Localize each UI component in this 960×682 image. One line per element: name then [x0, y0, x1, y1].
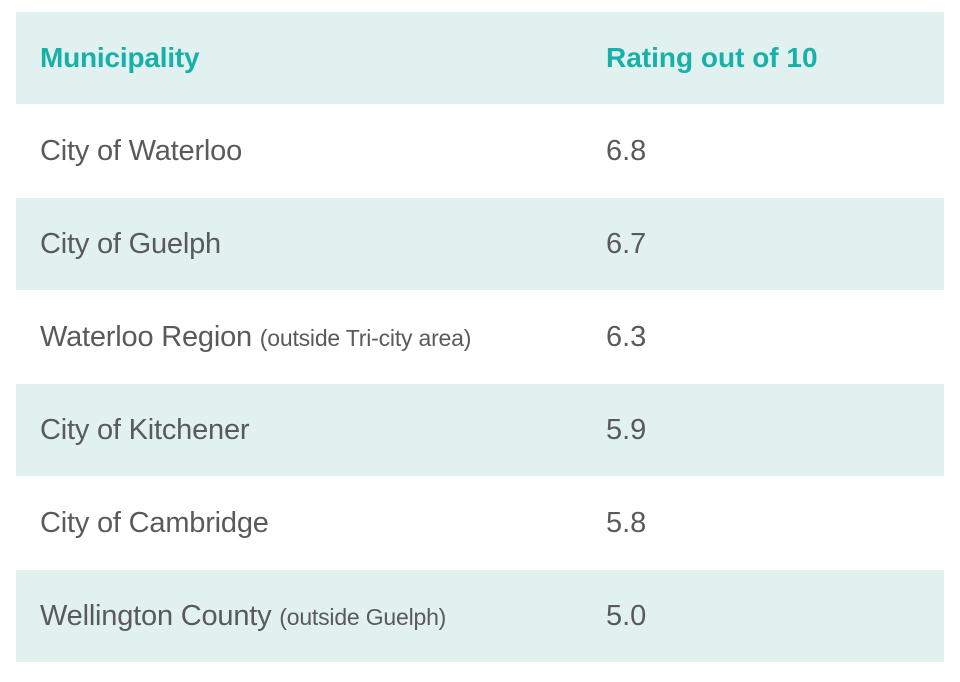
municipality-name: Wellington County: [40, 599, 272, 632]
ratings-table: Municipality Rating out of 10 City of Wa…: [16, 12, 944, 662]
rating-cell: 6.8: [606, 134, 647, 167]
table-row: City of Waterloo 6.8: [16, 105, 944, 197]
municipality-cell: Wellington County (outside Guelph): [40, 600, 446, 633]
municipality-cell: City of Guelph: [40, 228, 221, 261]
municipality-name: City of Guelph: [40, 227, 221, 260]
table-row: City of Guelph 6.7: [16, 198, 944, 290]
municipality-cell: City of Kitchener: [40, 413, 250, 447]
table-row: City of Kitchener 5.9: [16, 384, 944, 476]
municipality-name: City of Cambridge: [40, 506, 269, 539]
rating-cell: 5.0: [606, 599, 647, 632]
municipality-cell: Waterloo Region (outside Tri-city area): [40, 321, 471, 354]
rating-cell: 5.9: [606, 413, 647, 446]
municipality-name: Waterloo Region: [40, 320, 252, 353]
table-header-row: Municipality Rating out of 10: [16, 12, 944, 104]
column-header-rating: Rating out of 10: [606, 42, 818, 73]
rating-cell: 6.3: [606, 320, 647, 353]
table-row: Wellington County (outside Guelph) 5.0: [16, 570, 944, 662]
column-header-municipality: Municipality: [40, 42, 200, 73]
rating-cell: 5.8: [606, 506, 647, 539]
rating-cell: 6.7: [606, 227, 647, 260]
table-row: City of Cambridge 5.8: [16, 477, 944, 569]
municipality-cell: City of Cambridge: [40, 507, 269, 540]
municipality-note: (outside Guelph): [279, 603, 447, 630]
municipality-note: (outside Tri-city area): [259, 324, 472, 351]
municipality-cell: City of Waterloo: [40, 135, 242, 168]
municipality-name: City of Kitchener: [40, 413, 250, 446]
table-row: Waterloo Region (outside Tri-city area) …: [16, 291, 944, 383]
municipality-name: City of Waterloo: [40, 134, 243, 167]
